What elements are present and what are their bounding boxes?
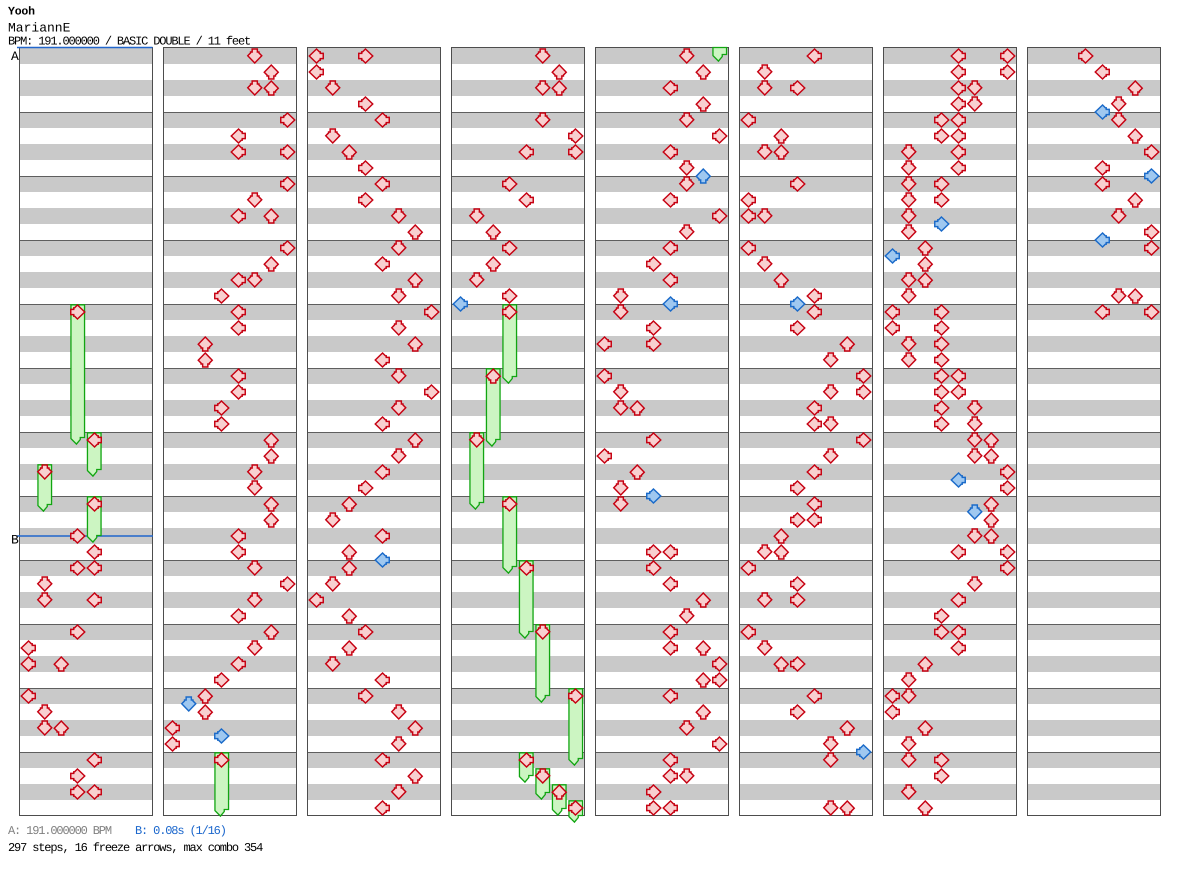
svg-text:MariannE: MariannE [8, 21, 71, 36]
svg-text:B: 0.08s (1/16): B: 0.08s (1/16) [135, 824, 226, 838]
svg-text:A: A [11, 49, 19, 64]
svg-text:Yooh: Yooh [8, 6, 35, 19]
svg-text:BPM: 191.000000 / BASIC DOUBLE: BPM: 191.000000 / BASIC DOUBLE / 11 feet [8, 35, 250, 49]
svg-text:A: 191.000000 BPM: A: 191.000000 BPM [8, 824, 112, 838]
svg-text:297 steps, 16 freeze arrows, m: 297 steps, 16 freeze arrows, max combo 3… [8, 841, 263, 855]
svg-text:B: B [11, 533, 19, 548]
